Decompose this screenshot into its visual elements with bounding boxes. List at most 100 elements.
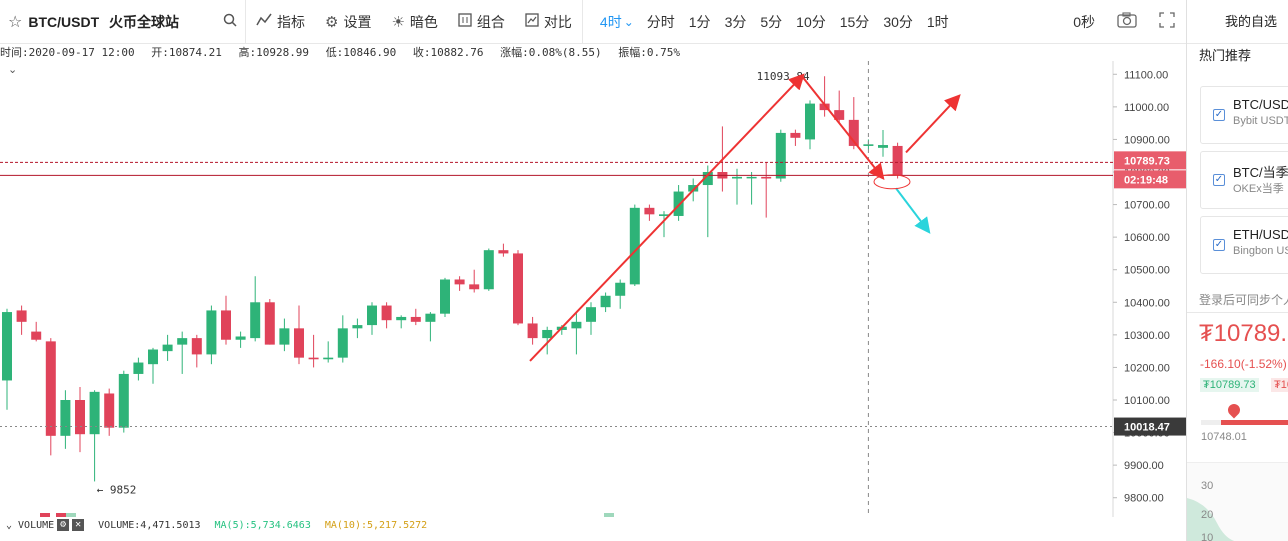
candle-body[interactable] bbox=[819, 103, 830, 111]
candle-body[interactable] bbox=[702, 172, 713, 186]
candle-body[interactable] bbox=[586, 307, 596, 322]
candle-body[interactable] bbox=[45, 341, 56, 436]
projection-arrow-up[interactable] bbox=[905, 94, 961, 154]
interval-option[interactable]: 15分 bbox=[839, 13, 870, 30]
candle-body[interactable] bbox=[600, 295, 611, 308]
trend-arrow-up[interactable] bbox=[529, 73, 805, 362]
candle-body[interactable] bbox=[790, 132, 801, 138]
candle-body[interactable] bbox=[629, 207, 640, 285]
candle-body[interactable] bbox=[367, 305, 377, 326]
candlestick-chart[interactable]: 9800.009900.0010000.0010100.0010200.0010… bbox=[0, 61, 1186, 517]
candle-body[interactable] bbox=[542, 329, 553, 339]
watch-card[interactable]: ✓ BTC/USDT Bybit USDT bbox=[1200, 86, 1288, 144]
candle-body[interactable] bbox=[337, 328, 348, 358]
interval-option[interactable]: 10分 bbox=[796, 13, 826, 30]
candle-body[interactable] bbox=[308, 357, 319, 360]
candle-body[interactable] bbox=[75, 400, 85, 435]
candle-body[interactable] bbox=[878, 145, 888, 148]
candle-body[interactable] bbox=[294, 328, 304, 358]
checkbox-icon[interactable]: ✓ bbox=[1213, 174, 1225, 186]
interval-chevron-icon[interactable]: ⌄ bbox=[623, 14, 634, 29]
fullscreen-icon[interactable] bbox=[1148, 12, 1186, 31]
interval-option[interactable]: 5分 bbox=[760, 13, 783, 30]
candle-body[interactable] bbox=[454, 279, 465, 285]
candle-body[interactable] bbox=[235, 336, 246, 340]
candle-body[interactable] bbox=[644, 207, 655, 215]
search-icon[interactable] bbox=[223, 13, 237, 31]
symbol-selector[interactable]: ☆ BTC/USDT 火币全球站 bbox=[0, 0, 246, 44]
symbol-name: BTC/USDT bbox=[28, 13, 100, 30]
candle-body[interactable] bbox=[162, 344, 173, 352]
interval-option[interactable]: 分时 bbox=[646, 13, 675, 30]
candle-body[interactable] bbox=[221, 310, 231, 340]
candle-body[interactable] bbox=[323, 357, 334, 360]
interval-option[interactable]: 1分 bbox=[688, 13, 711, 30]
login-hint[interactable]: 登录后可同步个人自选 bbox=[1199, 293, 1288, 307]
candle-body[interactable] bbox=[688, 185, 699, 192]
candle-body[interactable] bbox=[483, 250, 494, 290]
candle-body[interactable] bbox=[527, 323, 538, 339]
candle-body[interactable] bbox=[191, 338, 202, 355]
candle-body[interactable] bbox=[381, 305, 392, 321]
checkbox-icon[interactable]: ✓ bbox=[1213, 109, 1225, 121]
candle-body[interactable] bbox=[104, 393, 115, 428]
candle-body[interactable] bbox=[2, 312, 12, 381]
volume-close-icon[interactable]: ✕ bbox=[72, 519, 85, 531]
highlight-ellipse[interactable] bbox=[873, 174, 911, 190]
candle-body[interactable] bbox=[513, 253, 523, 324]
interval-option[interactable]: 30分 bbox=[883, 13, 913, 30]
candle-body[interactable] bbox=[834, 110, 845, 120]
candle-body[interactable] bbox=[761, 176, 772, 179]
settings-button[interactable]: ⚙ 设置 bbox=[315, 0, 381, 44]
chart-collapse-icon[interactable]: ⌄ bbox=[8, 63, 17, 76]
trend-arrow-down[interactable] bbox=[801, 75, 885, 181]
volume-settings-icon[interactable]: ⚙ bbox=[57, 519, 70, 531]
candle-body[interactable] bbox=[746, 176, 757, 179]
candle-body[interactable] bbox=[133, 362, 144, 374]
interval-option[interactable]: 1时 bbox=[926, 13, 949, 30]
candle-body[interactable] bbox=[469, 284, 480, 290]
candle-body[interactable] bbox=[89, 391, 100, 435]
candle-body[interactable] bbox=[673, 191, 684, 216]
candle-body[interactable] bbox=[848, 119, 859, 146]
candle-body[interactable] bbox=[425, 313, 436, 322]
candle-body[interactable] bbox=[863, 144, 874, 146]
candle-body[interactable] bbox=[118, 373, 129, 428]
interval-option[interactable]: 4时 bbox=[599, 13, 622, 30]
candle-body[interactable] bbox=[60, 400, 71, 436]
watch-card[interactable]: ✓ ETH/USDT Bingbon USDT bbox=[1200, 216, 1288, 274]
watchlist-title[interactable]: 我的自选 bbox=[1187, 0, 1288, 44]
candle-body[interactable] bbox=[206, 310, 217, 355]
candle-body[interactable] bbox=[16, 310, 27, 322]
candle-body[interactable] bbox=[571, 321, 582, 329]
theme-button[interactable]: ☀ 暗色 bbox=[381, 0, 447, 44]
compare-button[interactable]: 对比 bbox=[515, 0, 582, 44]
candle-body[interactable] bbox=[805, 103, 815, 140]
candle-body[interactable] bbox=[775, 132, 786, 179]
checkbox-icon[interactable]: ✓ bbox=[1213, 239, 1225, 251]
interval-option[interactable]: 3分 bbox=[724, 13, 747, 30]
sun-icon: ☀ bbox=[391, 13, 405, 31]
star-icon[interactable]: ☆ bbox=[8, 13, 23, 31]
candle-body[interactable] bbox=[615, 282, 626, 296]
candle-body[interactable] bbox=[892, 145, 903, 176]
camera-icon[interactable] bbox=[1106, 12, 1148, 31]
candle-body[interactable] bbox=[410, 316, 421, 322]
candle-body[interactable] bbox=[279, 328, 290, 345]
candle-body[interactable] bbox=[148, 349, 158, 365]
collapse-chevron-icon[interactable]: ⌄ bbox=[6, 519, 13, 531]
candle-body[interactable] bbox=[498, 250, 509, 254]
candle-body[interactable] bbox=[440, 279, 450, 314]
combo-button[interactable]: 组合 bbox=[448, 0, 515, 44]
candle-body[interactable] bbox=[352, 325, 363, 329]
candle-body[interactable] bbox=[264, 302, 275, 345]
candle-body[interactable] bbox=[396, 316, 407, 321]
watch-card[interactable]: ✓ BTC/当季 OKEx当季 bbox=[1200, 151, 1288, 209]
candle-body[interactable] bbox=[732, 176, 742, 179]
indicators-button[interactable]: 指标 bbox=[246, 0, 315, 44]
projection-arrow-down[interactable] bbox=[895, 187, 931, 234]
candle-body[interactable] bbox=[250, 302, 261, 339]
candle-body[interactable] bbox=[659, 214, 669, 216]
candle-body[interactable] bbox=[177, 338, 188, 345]
candle-body[interactable] bbox=[31, 331, 42, 340]
